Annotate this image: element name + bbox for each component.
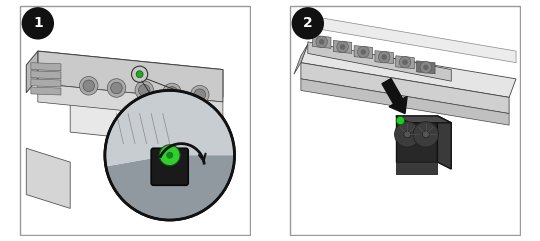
Polygon shape xyxy=(313,35,331,48)
Polygon shape xyxy=(31,87,61,95)
Polygon shape xyxy=(26,148,70,208)
Circle shape xyxy=(423,65,429,70)
Polygon shape xyxy=(375,51,394,64)
Polygon shape xyxy=(31,63,61,71)
Polygon shape xyxy=(38,51,223,102)
Circle shape xyxy=(135,81,153,100)
Circle shape xyxy=(357,46,369,58)
Circle shape xyxy=(402,60,408,65)
Circle shape xyxy=(413,122,438,147)
Circle shape xyxy=(422,131,429,138)
Circle shape xyxy=(319,39,325,45)
Text: 2: 2 xyxy=(303,16,313,30)
Circle shape xyxy=(316,36,327,48)
Polygon shape xyxy=(354,46,373,59)
Wedge shape xyxy=(107,155,233,219)
Text: 1: 1 xyxy=(33,16,43,30)
Circle shape xyxy=(379,51,390,63)
Circle shape xyxy=(159,145,180,166)
Polygon shape xyxy=(38,83,223,120)
Circle shape xyxy=(381,54,387,60)
Polygon shape xyxy=(301,44,516,97)
Polygon shape xyxy=(301,63,509,114)
Polygon shape xyxy=(396,116,437,162)
Wedge shape xyxy=(106,92,233,166)
Polygon shape xyxy=(301,79,509,125)
Polygon shape xyxy=(70,102,223,148)
Circle shape xyxy=(83,80,94,92)
Circle shape xyxy=(163,83,181,102)
Circle shape xyxy=(340,44,345,50)
Polygon shape xyxy=(396,162,437,174)
Circle shape xyxy=(136,71,143,78)
Circle shape xyxy=(361,49,366,55)
Circle shape xyxy=(22,7,54,40)
Polygon shape xyxy=(313,16,516,63)
Circle shape xyxy=(166,152,173,159)
Circle shape xyxy=(292,7,324,40)
Circle shape xyxy=(337,41,348,53)
Circle shape xyxy=(194,89,206,100)
FancyArrow shape xyxy=(382,79,407,114)
Polygon shape xyxy=(416,61,435,74)
Circle shape xyxy=(111,82,122,94)
Polygon shape xyxy=(38,51,223,97)
Circle shape xyxy=(166,87,178,98)
Polygon shape xyxy=(396,116,451,123)
Circle shape xyxy=(105,90,234,220)
Circle shape xyxy=(395,122,420,147)
Polygon shape xyxy=(396,56,414,69)
Circle shape xyxy=(191,85,209,104)
Polygon shape xyxy=(333,40,352,54)
Polygon shape xyxy=(308,42,451,81)
Circle shape xyxy=(79,77,98,95)
Polygon shape xyxy=(437,116,451,169)
Circle shape xyxy=(132,66,148,82)
Circle shape xyxy=(399,56,411,68)
Polygon shape xyxy=(26,51,38,93)
Circle shape xyxy=(107,79,126,97)
Polygon shape xyxy=(31,79,61,87)
Polygon shape xyxy=(31,71,61,79)
Circle shape xyxy=(404,131,411,138)
Circle shape xyxy=(138,84,150,96)
FancyBboxPatch shape xyxy=(151,148,188,185)
Polygon shape xyxy=(294,44,308,74)
Circle shape xyxy=(396,116,404,125)
Circle shape xyxy=(420,61,431,73)
